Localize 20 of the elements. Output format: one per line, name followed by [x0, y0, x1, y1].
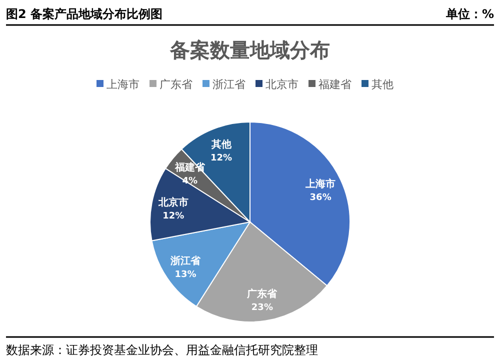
data-label: 北京市 — [158, 197, 188, 208]
legend-label: 广东省 — [160, 78, 192, 91]
data-label: 上海市 — [306, 178, 336, 190]
legend-label: 福建省 — [318, 78, 352, 91]
data-label: 23% — [251, 303, 273, 314]
data-label: 浙江省 — [170, 256, 200, 267]
data-label: 12% — [210, 153, 232, 164]
data-label: 广东省 — [247, 289, 278, 300]
legend-label: 浙江省 — [212, 78, 246, 91]
title: 备案数量地域分布 — [170, 38, 330, 62]
legend-label: 北京市 — [266, 78, 298, 91]
data-label: 12% — [162, 211, 184, 222]
annotation: 图2 备案产品地域分布比例图 — [6, 7, 163, 21]
data-label: 36% — [310, 192, 332, 203]
legend-label: 上海市 — [106, 78, 140, 91]
annotation: 数据来源：证券投资基金业协会、用益金融信托研究院整理 — [6, 343, 318, 357]
data-label: 其他 — [211, 139, 232, 150]
annotation: 单位：% — [446, 7, 494, 21]
data-label: 13% — [174, 270, 196, 280]
legend-label: 其他 — [372, 78, 394, 91]
